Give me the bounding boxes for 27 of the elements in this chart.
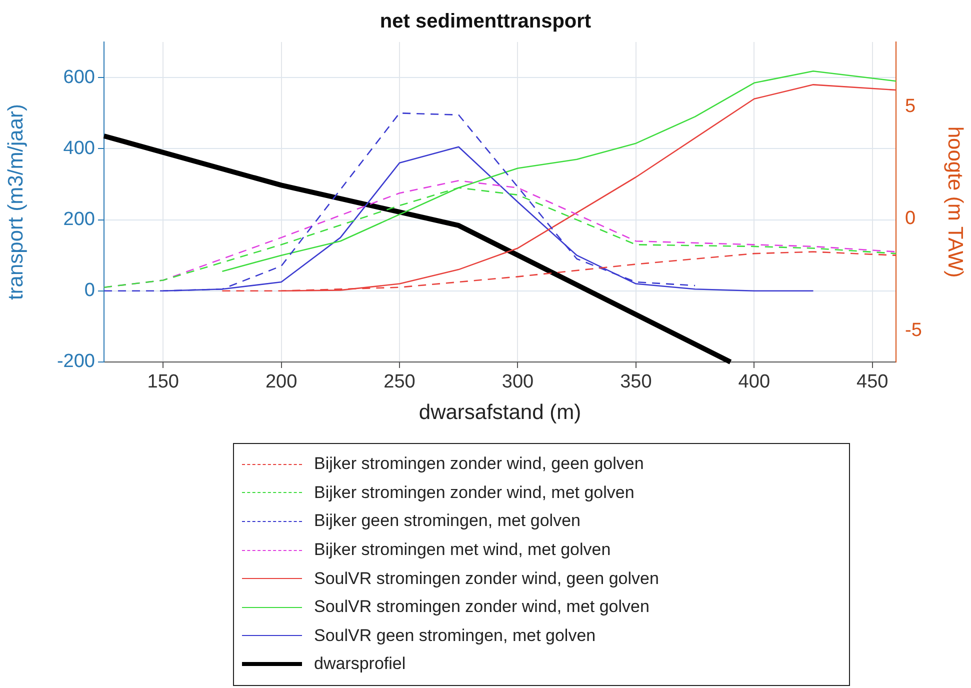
legend-label: SoulVR geen stromingen, met golven [314,626,596,646]
y2-tick-label: 0 [905,208,916,230]
x-tick-label: 350 [620,372,652,393]
x-tick-label: 150 [147,372,179,393]
legend-label: Bijker stromingen met wind, met golven [314,540,611,560]
x-tick-label: 200 [265,372,298,393]
x-tick-label: 400 [738,372,770,393]
chart-title: net sedimenttransport [380,10,592,33]
legend-label: Bijker geen stromingen, met golven [314,511,580,532]
y-tick-label: -200 [56,351,95,372]
y-tick-label: 0 [84,280,95,302]
x-axis-title: dwarsafstand (m) [418,401,582,424]
legend-label: SoulVR stromingen zonder wind, geen golven [314,568,659,589]
legend-label: Bijker stromingen zonder wind, geen golven [314,454,644,474]
x-tick-label: 300 [502,372,534,393]
y-tick-label: 400 [63,138,95,159]
y2-axis-title: hoogte (m TAW) [944,126,967,278]
legend-label: SoulVR stromingen zonder wind, met golven [314,597,650,618]
legend-label: dwarsprofiel [314,654,406,674]
y-tick-label: 200 [63,209,95,230]
x-tick-label: 450 [856,372,888,393]
y2-tick-label: -5 [905,320,922,341]
y-tick-label: 600 [63,66,95,88]
y2-tick-label: 5 [905,96,916,118]
legend-label: Bijker stromingen zonder wind, met golven [314,482,634,503]
x-tick-label: 250 [384,372,416,393]
y-axis-title: transport (m3/m/jaar) [4,104,28,300]
